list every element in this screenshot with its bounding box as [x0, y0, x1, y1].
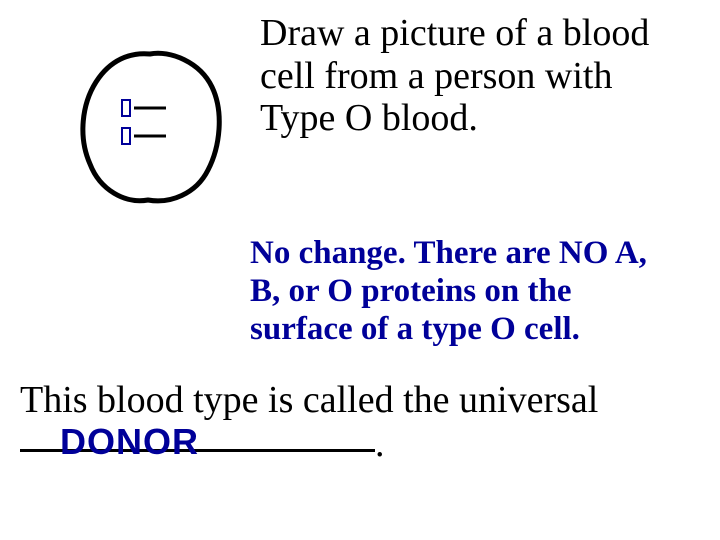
antigen-marker-1: [122, 100, 130, 116]
answer-text: No change. There are NO A, B, or O prote…: [0, 235, 720, 349]
cell-svg: [70, 42, 230, 212]
fill-prefix: This blood type is called the universal: [20, 379, 598, 421]
fill-suffix: .: [375, 423, 385, 465]
prompt-text: Draw a picture of a blood cell from a pe…: [260, 12, 720, 140]
cell-outline: [83, 53, 219, 201]
slide-page: Draw a picture of a blood cell from a pe…: [0, 0, 720, 540]
top-row: Draw a picture of a blood cell from a pe…: [0, 0, 720, 217]
fill-in-blank-line: This blood type is called the universal …: [0, 379, 720, 466]
blank-answer: DONOR: [60, 421, 199, 462]
blank-wrap: DONOR: [20, 423, 375, 467]
blood-cell-figure: [0, 12, 260, 217]
antigen-marker-2: [122, 128, 130, 144]
